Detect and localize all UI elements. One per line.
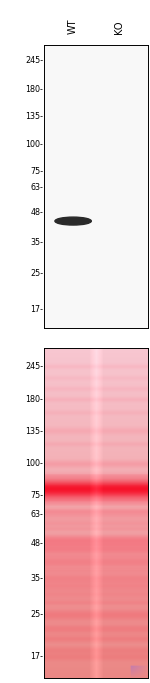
Text: KO: KO <box>114 20 124 33</box>
Text: 17-: 17- <box>30 305 43 314</box>
Text: 48-: 48- <box>30 540 43 548</box>
Text: 63-: 63- <box>30 510 43 518</box>
Text: 75-: 75- <box>30 491 43 500</box>
Text: 63-: 63- <box>30 183 43 192</box>
Text: 35-: 35- <box>30 574 43 583</box>
Text: 25-: 25- <box>30 269 43 279</box>
Ellipse shape <box>55 217 91 225</box>
Text: 135-: 135- <box>25 427 43 436</box>
Text: 35-: 35- <box>30 238 43 247</box>
Text: 48-: 48- <box>30 208 43 217</box>
Text: 17-: 17- <box>30 652 43 661</box>
Text: 25-: 25- <box>30 611 43 619</box>
Text: 180-: 180- <box>25 85 43 94</box>
Text: 180-: 180- <box>25 395 43 404</box>
Text: 75-: 75- <box>30 167 43 176</box>
Text: 100-: 100- <box>25 140 43 149</box>
Text: WT: WT <box>68 18 78 33</box>
Text: 100-: 100- <box>25 460 43 469</box>
Text: 245-: 245- <box>25 362 43 371</box>
Text: 245-: 245- <box>25 56 43 66</box>
Text: 135-: 135- <box>25 112 43 121</box>
